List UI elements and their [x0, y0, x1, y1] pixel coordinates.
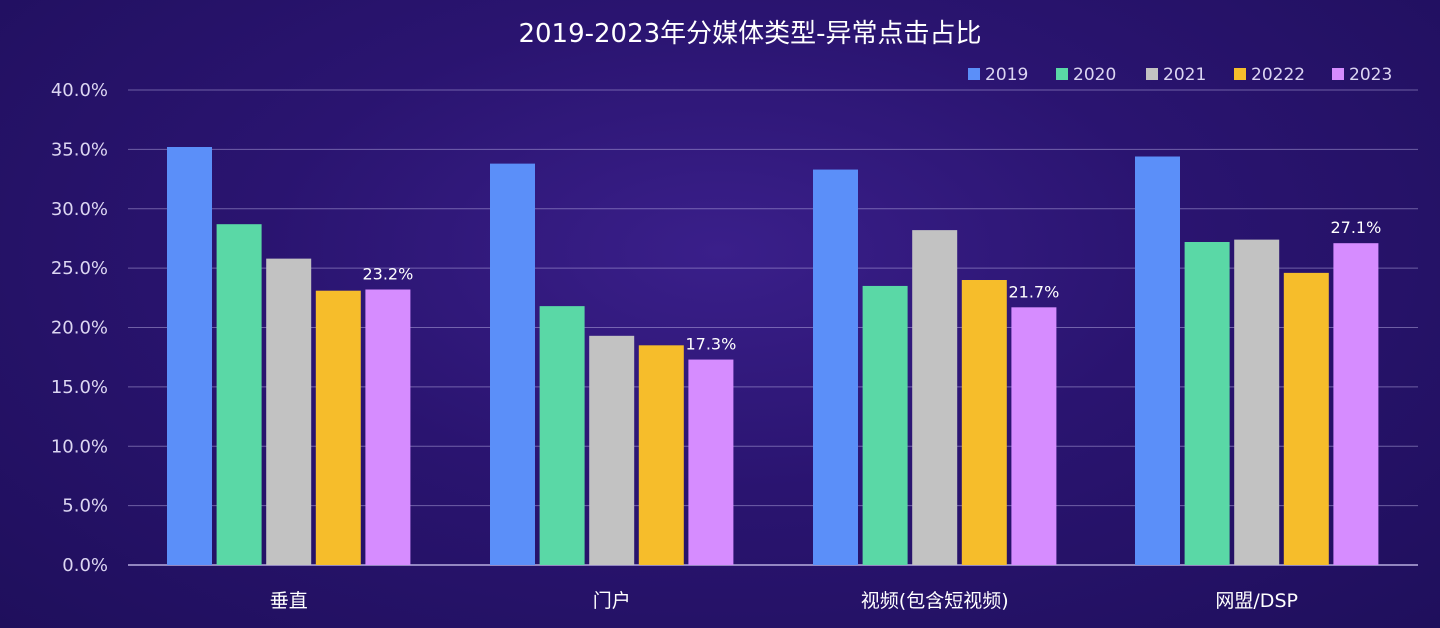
legend-swatch-2020 — [1056, 68, 1068, 80]
y-tick-label: 5.0% — [62, 496, 108, 517]
bar-2023-3 — [1333, 243, 1379, 565]
bar-20222-0 — [315, 290, 361, 565]
bar-20222-1 — [638, 345, 684, 565]
data-label: 27.1% — [1330, 218, 1381, 237]
bar-2020-1 — [539, 306, 585, 565]
bar-2021-2 — [912, 230, 958, 565]
data-label: 21.7% — [1008, 282, 1059, 301]
bar-2020-2 — [862, 285, 908, 565]
legend-swatch-2019 — [968, 68, 980, 80]
y-tick-label: 10.0% — [51, 436, 108, 457]
bar-2023-0 — [365, 289, 411, 565]
legend-swatch-2023 — [1332, 68, 1344, 80]
legend-swatch-2021 — [1146, 68, 1158, 80]
bar-2023-1 — [688, 359, 734, 565]
legend-label: 20222 — [1251, 65, 1305, 85]
bar-2023-2 — [1011, 307, 1057, 565]
bar-2021-0 — [266, 258, 312, 565]
y-tick-label: 30.0% — [51, 199, 108, 220]
x-category-label: 门户 — [593, 590, 631, 612]
x-category-label: 视频(包含短视频) — [861, 590, 1009, 612]
data-labels: 23.2% 17.3% 21.7% 27.1% — [362, 218, 1381, 353]
bar-20222-2 — [961, 280, 1007, 565]
bar-2019-1 — [490, 163, 535, 565]
bar-2021-1 — [589, 335, 635, 565]
x-axis-category-labels: 垂直 门户 视频(包含短视频) 网盟/DSP — [270, 590, 1298, 612]
bar-2019-2 — [813, 169, 858, 565]
legend: 2019 2020 2021 20222 2023 — [968, 65, 1392, 85]
legend-label: 2020 — [1073, 65, 1116, 85]
chart-title: 2019-2023年分媒体类型-异常点击占比 — [518, 19, 981, 49]
bar-20222-3 — [1283, 272, 1329, 565]
bar-2021-3 — [1234, 239, 1280, 565]
y-tick-label: 15.0% — [51, 377, 108, 398]
y-tick-label: 25.0% — [51, 258, 108, 279]
bar-2019-0 — [167, 147, 212, 565]
y-tick-label: 20.0% — [51, 318, 108, 339]
legend-label: 2019 — [985, 65, 1028, 85]
y-axis-tick-labels: 0.0% 5.0% 10.0% 15.0% 20.0% 25.0% 30.0% 35.0% 40… — [51, 80, 108, 576]
data-label: 17.3% — [685, 335, 736, 354]
legend-swatch-20222 — [1234, 68, 1246, 80]
y-tick-label: 40.0% — [51, 80, 108, 101]
bar-2020-3 — [1184, 242, 1230, 565]
bars — [167, 147, 1379, 565]
legend-label: 2021 — [1163, 65, 1206, 85]
bar-2020-0 — [216, 224, 262, 565]
data-label: 23.2% — [362, 265, 413, 284]
y-tick-label: 0.0% — [62, 555, 108, 576]
x-category-label: 网盟/DSP — [1215, 590, 1298, 612]
bar-2019-3 — [1135, 156, 1180, 565]
legend-label: 2023 — [1349, 65, 1392, 85]
y-tick-label: 35.0% — [51, 139, 108, 160]
x-category-label: 垂直 — [270, 590, 308, 612]
